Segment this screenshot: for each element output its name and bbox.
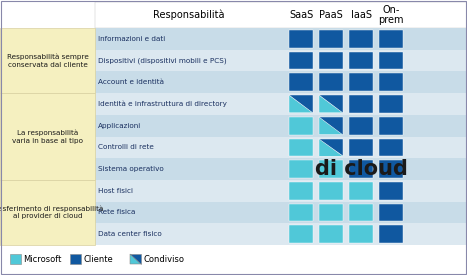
Text: Identità e infrastruttura di directory: Identità e infrastruttura di directory	[98, 101, 227, 107]
Bar	[379, 160, 403, 178]
Text: Controlli di rete: Controlli di rete	[98, 144, 154, 150]
Bar	[319, 160, 343, 178]
Bar	[349, 204, 373, 221]
Bar	[319, 30, 343, 48]
Text: On-
prem: On- prem	[378, 5, 404, 25]
Bar	[289, 225, 313, 243]
Bar	[319, 182, 343, 200]
Text: Condiviso: Condiviso	[143, 254, 184, 263]
Text: Cliente: Cliente	[83, 254, 113, 263]
Bar	[349, 160, 373, 178]
Bar	[289, 160, 313, 178]
Text: Microsoft: Microsoft	[23, 254, 61, 263]
Bar	[289, 204, 313, 221]
Text: La responsabilità
varia in base al tipo: La responsabilità varia in base al tipo	[12, 130, 83, 144]
Bar	[95, 72, 467, 93]
Bar	[349, 30, 373, 48]
Polygon shape	[319, 139, 343, 156]
Polygon shape	[319, 139, 343, 156]
Bar	[379, 95, 403, 113]
Text: Sistema operativo: Sistema operativo	[98, 166, 164, 172]
Bar	[349, 52, 373, 69]
Bar	[379, 139, 403, 156]
Bar	[349, 117, 373, 134]
Bar	[379, 225, 403, 243]
Bar	[379, 30, 403, 48]
Text: Host fisici: Host fisici	[98, 188, 133, 194]
Polygon shape	[130, 254, 141, 264]
Bar	[349, 73, 373, 91]
Polygon shape	[289, 95, 313, 113]
Text: di cloud: di cloud	[315, 159, 407, 179]
Text: PaaS: PaaS	[319, 10, 343, 20]
Bar	[289, 139, 313, 156]
Bar	[379, 73, 403, 91]
Text: Informazioni e dati: Informazioni e dati	[98, 36, 165, 42]
Bar	[95, 202, 467, 223]
Bar	[289, 73, 313, 91]
Bar	[349, 182, 373, 200]
Bar	[0, 180, 95, 245]
Polygon shape	[319, 95, 343, 113]
Polygon shape	[319, 117, 343, 134]
Bar	[95, 2, 467, 28]
Bar	[319, 225, 343, 243]
Bar	[95, 50, 467, 72]
Bar	[70, 254, 81, 264]
Bar	[379, 52, 403, 69]
Bar	[95, 115, 467, 136]
Bar	[379, 204, 403, 221]
Bar	[0, 28, 95, 93]
Bar	[0, 93, 95, 180]
Bar	[289, 117, 313, 134]
Bar	[319, 204, 343, 221]
Text: Dispositivi (dispositivi mobili e PCS): Dispositivi (dispositivi mobili e PCS)	[98, 57, 226, 64]
Text: Responsabilità sempre
conservata dal cliente: Responsabilità sempre conservata dal cli…	[7, 54, 88, 68]
Bar	[10, 254, 21, 264]
Bar	[349, 95, 373, 113]
Polygon shape	[289, 95, 313, 113]
Text: Responsabilità: Responsabilità	[153, 10, 225, 20]
Bar	[95, 28, 467, 50]
Bar	[95, 93, 467, 115]
Text: Trasferimento di responsabilità
al provider di cloud: Trasferimento di responsabilità al provi…	[0, 205, 103, 219]
Bar	[379, 117, 403, 134]
Text: Applicazioni: Applicazioni	[98, 123, 141, 129]
Polygon shape	[319, 117, 343, 134]
Text: SaaS: SaaS	[289, 10, 313, 20]
Polygon shape	[319, 95, 343, 113]
Text: IaaS: IaaS	[351, 10, 372, 20]
Bar	[95, 136, 467, 158]
Text: Data center fisico: Data center fisico	[98, 231, 162, 237]
Bar	[319, 73, 343, 91]
Bar	[349, 139, 373, 156]
Bar	[379, 182, 403, 200]
Polygon shape	[130, 254, 141, 264]
Bar	[1, 246, 466, 247]
Text: Account e identità: Account e identità	[98, 79, 164, 85]
Bar	[349, 225, 373, 243]
Bar	[319, 52, 343, 69]
Bar	[95, 223, 467, 245]
Bar	[289, 30, 313, 48]
Bar	[289, 52, 313, 69]
Bar	[289, 182, 313, 200]
Bar	[95, 180, 467, 202]
Bar	[95, 158, 467, 180]
Text: Rete fisica: Rete fisica	[98, 210, 135, 215]
